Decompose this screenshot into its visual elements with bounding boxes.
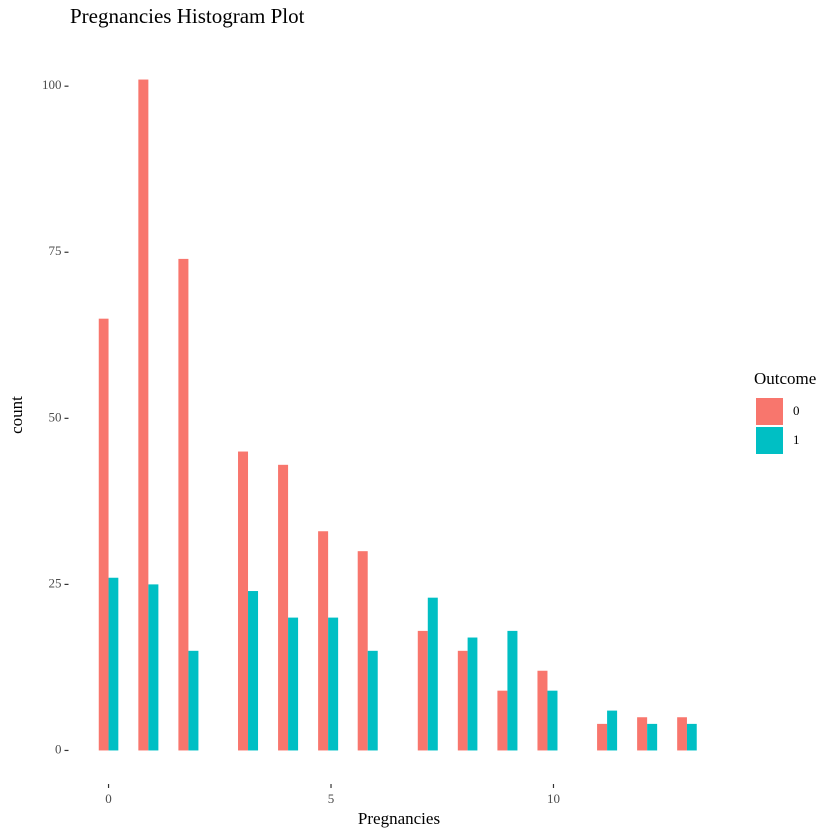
bar bbox=[507, 630, 518, 751]
bar bbox=[497, 690, 508, 751]
bar bbox=[108, 577, 119, 751]
y-tick-label: 25 bbox=[49, 575, 62, 590]
y-tick-label: 100 bbox=[42, 77, 62, 92]
x-tick-label: 0 bbox=[105, 791, 112, 806]
bar bbox=[417, 630, 428, 751]
bar bbox=[248, 591, 259, 751]
y-tick-label: 0 bbox=[55, 741, 62, 756]
bar bbox=[357, 551, 368, 751]
chart-title: Pregnancies Histogram Plot bbox=[70, 4, 305, 28]
bar bbox=[537, 670, 548, 751]
bar bbox=[467, 637, 478, 751]
bar bbox=[238, 451, 249, 751]
bar bbox=[318, 531, 329, 751]
bar bbox=[647, 723, 658, 751]
bar bbox=[328, 617, 339, 751]
x-axis-label: Pregnancies bbox=[358, 809, 440, 828]
x-tick-label: 10 bbox=[547, 791, 560, 806]
bar bbox=[457, 650, 468, 751]
legend-title: Outcome bbox=[754, 369, 816, 388]
bar bbox=[98, 318, 109, 751]
bar bbox=[547, 690, 558, 751]
bar bbox=[637, 717, 648, 751]
y-tick-label: 50 bbox=[49, 409, 62, 424]
bar bbox=[686, 723, 697, 751]
y-tick-label: 75 bbox=[49, 243, 62, 258]
bar bbox=[597, 723, 608, 751]
bar bbox=[288, 617, 299, 751]
bar bbox=[427, 597, 438, 751]
legend-key bbox=[756, 427, 783, 454]
legend-label: 1 bbox=[793, 432, 800, 447]
bar bbox=[148, 584, 159, 751]
y-axis-label: count bbox=[7, 396, 26, 434]
bar bbox=[178, 258, 189, 751]
bar bbox=[607, 710, 618, 751]
bar bbox=[278, 464, 289, 751]
legend-key bbox=[756, 398, 783, 425]
bar bbox=[138, 79, 149, 751]
legend-label: 0 bbox=[793, 403, 800, 418]
bar bbox=[367, 650, 378, 751]
x-tick-label: 5 bbox=[328, 791, 335, 806]
bar bbox=[188, 650, 199, 751]
bar bbox=[677, 717, 687, 751]
